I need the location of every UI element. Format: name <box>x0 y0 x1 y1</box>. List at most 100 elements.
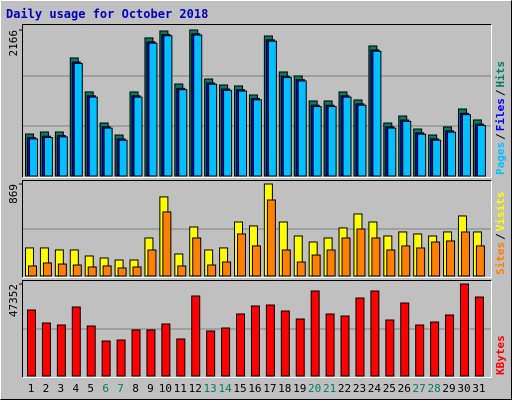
legend: Sites /Visits <box>494 192 507 276</box>
bar <box>43 137 53 177</box>
bar <box>475 245 485 277</box>
bar <box>265 304 275 377</box>
bar <box>42 262 52 277</box>
bar <box>282 77 292 177</box>
x-tick-label: 28 <box>427 382 440 395</box>
x-tick-label: 5 <box>87 382 94 395</box>
bar <box>431 241 441 277</box>
y-tick-label: 2166 <box>7 30 20 57</box>
bar <box>71 306 81 377</box>
x-tick-label: 16 <box>248 382 261 395</box>
legend: KBytes <box>494 335 507 375</box>
bar <box>206 330 216 377</box>
bar <box>355 297 365 377</box>
plot-bevel <box>22 180 492 278</box>
bar <box>447 131 457 177</box>
x-tick-label: 6 <box>102 382 109 395</box>
bar <box>267 40 277 177</box>
bar <box>223 89 233 177</box>
bar <box>342 96 352 177</box>
x-tick-label: 29 <box>442 382 455 395</box>
x-tick-label: 25 <box>383 382 396 395</box>
bar <box>163 35 173 177</box>
bar <box>476 124 486 177</box>
bar <box>147 249 157 277</box>
x-tick-label: 26 <box>398 382 411 395</box>
bar <box>356 228 366 277</box>
bar <box>327 106 337 177</box>
bar <box>238 90 248 177</box>
bar <box>432 139 442 177</box>
bar <box>221 327 231 377</box>
bar <box>162 211 172 277</box>
x-tick-label: 1 <box>28 382 35 395</box>
bar <box>372 50 382 177</box>
bar <box>430 321 440 377</box>
x-tick-label: 30 <box>457 382 470 395</box>
bar <box>148 42 158 177</box>
x-tick-label: 4 <box>72 382 79 395</box>
legend-item: Visits <box>494 192 507 232</box>
bar <box>446 240 456 277</box>
bar <box>207 264 217 277</box>
x-tick-label: 15 <box>233 382 246 395</box>
x-tick-label: 18 <box>278 382 291 395</box>
legend-separator: / <box>494 89 507 96</box>
bar <box>326 249 336 277</box>
bar <box>250 305 260 377</box>
x-tick-label: 3 <box>58 382 65 395</box>
legend-item: Sites <box>494 242 507 275</box>
plot-bevel <box>22 24 492 178</box>
x-tick-label: 14 <box>218 382 232 395</box>
x-tick-label: 21 <box>323 382 336 395</box>
bar <box>371 237 381 277</box>
x-tick-label: 7 <box>117 382 124 395</box>
bar <box>193 34 203 177</box>
bar <box>236 313 246 377</box>
bar <box>116 339 126 377</box>
bar <box>311 254 321 277</box>
bar <box>118 139 128 177</box>
x-tick-label: 22 <box>338 382 351 395</box>
bar <box>400 302 410 377</box>
x-tick-label: 27 <box>413 382 426 395</box>
y-tick-label: 869 <box>7 184 20 204</box>
bar <box>385 319 395 377</box>
bar <box>445 314 455 377</box>
plot-bevel <box>22 180 492 278</box>
x-tick-label: 19 <box>293 382 306 395</box>
bar <box>27 309 36 377</box>
bar <box>297 80 307 177</box>
bar <box>325 313 335 377</box>
bar <box>461 114 471 177</box>
legend-separator: / <box>494 233 507 240</box>
bar <box>117 267 127 277</box>
bar <box>192 237 202 277</box>
plot-bevel <box>22 24 492 178</box>
bar <box>357 104 367 177</box>
x-tick-label: 10 <box>159 382 172 395</box>
bar <box>72 264 82 277</box>
bar <box>416 247 426 277</box>
bar <box>87 266 97 277</box>
bar <box>474 296 484 377</box>
bar <box>178 89 188 177</box>
bar <box>310 290 320 377</box>
bar <box>296 261 306 277</box>
bar <box>88 96 98 177</box>
bar <box>252 99 262 177</box>
bar <box>251 245 261 277</box>
plot-bevel <box>22 280 492 378</box>
x-tick-label: 23 <box>353 382 366 395</box>
bar <box>101 340 111 377</box>
x-tick-label: 31 <box>472 382 485 395</box>
x-tick-label: 8 <box>132 382 139 395</box>
x-tick-label: 24 <box>368 382 382 395</box>
bar <box>56 324 66 377</box>
bar <box>146 329 156 377</box>
bar <box>237 233 247 277</box>
x-tick-label: 11 <box>174 382 187 395</box>
x-tick-label: 17 <box>263 382 276 395</box>
